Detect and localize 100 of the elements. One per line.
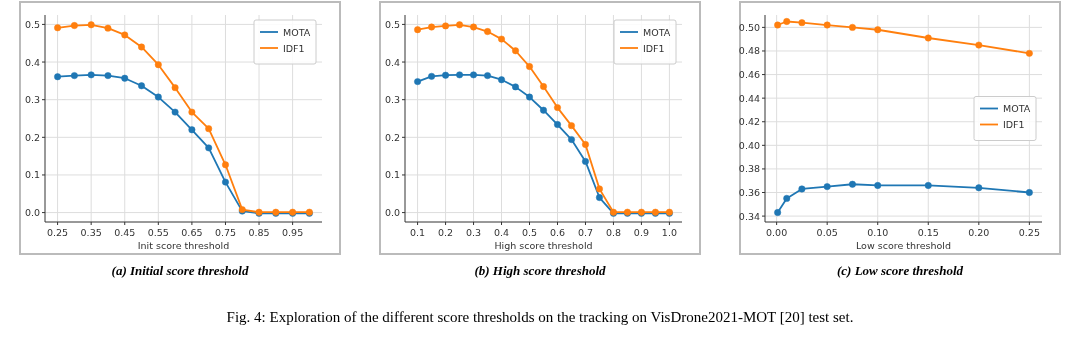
point bbox=[222, 161, 229, 169]
x-axis-title: Init score threshold bbox=[137, 240, 230, 251]
x-tick-label: 0.4 bbox=[493, 227, 510, 238]
legend-label: IDF1 bbox=[283, 42, 305, 54]
x-tick-label: 0.65 bbox=[181, 227, 203, 238]
point bbox=[526, 93, 533, 101]
x-tick-label: 0.7 bbox=[577, 227, 594, 238]
point bbox=[924, 181, 932, 189]
point bbox=[87, 21, 95, 29]
point bbox=[596, 185, 603, 193]
point bbox=[70, 22, 78, 29]
x-axis-title: High score threshold bbox=[494, 240, 593, 251]
x-tick-label: 0.55 bbox=[147, 227, 169, 238]
x-axis-title: Low score threshold bbox=[855, 240, 952, 251]
point bbox=[512, 83, 519, 91]
point bbox=[456, 21, 464, 29]
x-tick-label: 0.00 bbox=[766, 227, 788, 238]
point bbox=[498, 76, 505, 84]
point bbox=[104, 24, 112, 32]
point bbox=[874, 26, 882, 34]
x-tick-label: 0.25 bbox=[1018, 227, 1040, 238]
point bbox=[498, 35, 505, 43]
point bbox=[975, 184, 983, 192]
point bbox=[554, 104, 561, 112]
legend-label: IDF1 bbox=[643, 42, 665, 54]
point bbox=[849, 23, 856, 31]
y-tick-label: 0.34 bbox=[738, 210, 760, 222]
x-tick-label: 0.05 bbox=[816, 227, 838, 238]
y-tick-label: 0.2 bbox=[24, 131, 40, 143]
y-tick-label: 0.4 bbox=[384, 56, 400, 68]
point bbox=[205, 125, 213, 133]
x-tick-label: 0.15 bbox=[917, 227, 939, 238]
point bbox=[798, 185, 806, 193]
point bbox=[154, 93, 162, 101]
x-tick-label: 0.8 bbox=[605, 227, 621, 238]
y-tick-label: 0.4 bbox=[24, 56, 40, 68]
point bbox=[470, 23, 477, 31]
point bbox=[456, 71, 464, 79]
legend-label: IDF1 bbox=[1003, 119, 1025, 130]
point bbox=[414, 26, 422, 34]
text: (b) High score threshold bbox=[474, 263, 607, 278]
point bbox=[222, 178, 229, 186]
point bbox=[774, 209, 782, 217]
point bbox=[484, 72, 491, 80]
point bbox=[188, 126, 196, 134]
point bbox=[823, 183, 831, 191]
point bbox=[568, 136, 575, 144]
point bbox=[540, 83, 547, 90]
y-tick-label: 0.0 bbox=[384, 207, 400, 219]
point bbox=[54, 24, 62, 32]
point bbox=[1025, 189, 1033, 196]
y-tick-label: 0.40 bbox=[738, 139, 760, 151]
point bbox=[540, 106, 547, 114]
point bbox=[849, 180, 856, 188]
point bbox=[414, 78, 422, 86]
point bbox=[188, 108, 196, 116]
point bbox=[154, 61, 162, 69]
y-tick-label: 0.3 bbox=[24, 94, 40, 106]
y-tick-label: 0.5 bbox=[24, 18, 40, 30]
point bbox=[205, 144, 213, 152]
point bbox=[582, 157, 589, 165]
point bbox=[484, 28, 491, 36]
y-tick-label: 0.36 bbox=[738, 187, 760, 199]
point bbox=[596, 194, 603, 201]
x-tick-label: 0.5 bbox=[521, 227, 538, 238]
x-tick-label: 0.45 bbox=[114, 227, 136, 238]
x-tick-label: 0.2 bbox=[438, 227, 454, 238]
text: (a) Initial score threshold bbox=[111, 263, 249, 278]
point bbox=[1025, 49, 1033, 57]
legend-label: MOTA bbox=[1003, 103, 1031, 114]
point bbox=[783, 18, 791, 25]
point bbox=[924, 34, 932, 42]
point bbox=[512, 47, 519, 55]
point bbox=[582, 141, 589, 148]
x-tick-label: 0.10 bbox=[867, 227, 889, 238]
text: (c) Low score threshold bbox=[836, 263, 964, 278]
x-tick-label: 0.75 bbox=[214, 227, 237, 238]
y-tick-label: 0.46 bbox=[738, 69, 760, 81]
x-tick-label: 0.35 bbox=[80, 227, 102, 238]
point bbox=[54, 73, 62, 81]
x-tick-label: 0.95 bbox=[282, 227, 304, 238]
caption: Fig. 4: Exploration of the different score thresholds on the tracking on VisDrone2021-MOT [20] test set. bbox=[226, 309, 854, 325]
y-tick-label: 0.1 bbox=[24, 169, 40, 181]
point bbox=[554, 121, 561, 128]
y-tick-label: 0.3 bbox=[384, 94, 400, 106]
y-tick-label: 0.1 bbox=[384, 169, 400, 181]
point bbox=[138, 43, 145, 51]
point bbox=[121, 31, 129, 39]
point bbox=[138, 82, 145, 90]
point bbox=[874, 181, 882, 189]
x-tick-label: 0.25 bbox=[47, 227, 69, 238]
point bbox=[798, 19, 806, 27]
y-tick-label: 0.2 bbox=[384, 131, 400, 143]
point bbox=[774, 21, 782, 29]
point bbox=[442, 22, 450, 30]
x-tick-label: 0.3 bbox=[466, 227, 482, 238]
point bbox=[428, 23, 436, 31]
point bbox=[87, 71, 95, 79]
x-tick-label: 0.20 bbox=[968, 227, 990, 238]
point bbox=[428, 72, 436, 80]
